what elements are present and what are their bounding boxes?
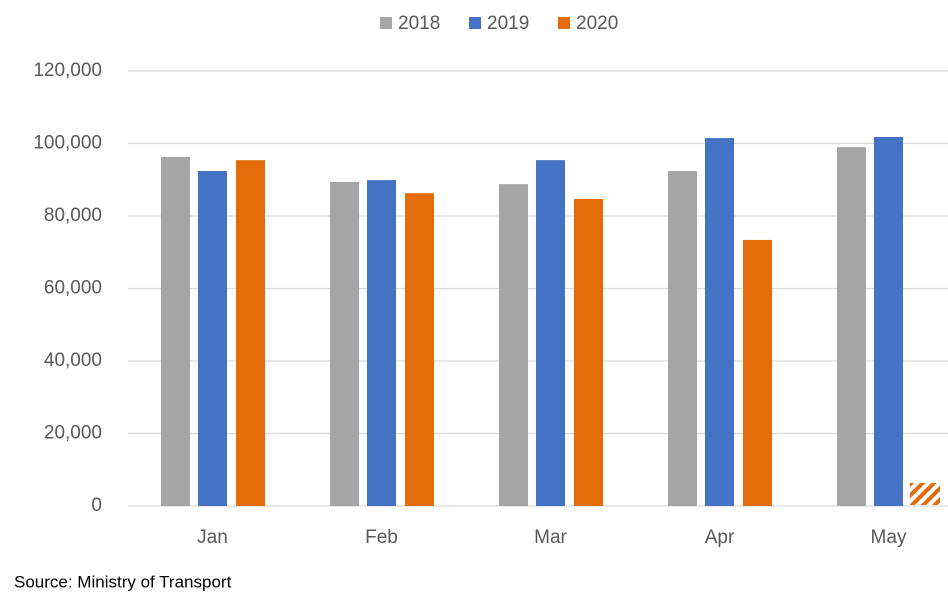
y-tick-label: 60,000 (44, 278, 102, 299)
bar (499, 184, 528, 506)
bar (668, 171, 697, 507)
legend-swatch (380, 17, 392, 29)
bar (405, 193, 434, 506)
y-tick-label: 40,000 (44, 350, 102, 371)
x-tick-label: Apr (705, 527, 735, 548)
bar (536, 160, 565, 507)
legend-label: 2018 (398, 13, 440, 34)
x-tick-label: Mar (534, 527, 567, 548)
bar (330, 181, 359, 507)
source-note: Source: Ministry of Transport (14, 572, 232, 591)
y-tick-label: 0 (91, 495, 102, 516)
bar (367, 180, 396, 507)
x-tick-label: Jan (197, 527, 228, 548)
bar (574, 198, 603, 506)
bar (161, 156, 190, 506)
bar (705, 138, 734, 506)
x-tick-label: May (871, 527, 907, 548)
bar (743, 239, 772, 507)
hatch-placeholder (910, 483, 940, 505)
bar (198, 171, 227, 507)
bar (837, 147, 866, 506)
legend-label: 2020 (576, 13, 618, 34)
x-tick-label: Feb (365, 527, 398, 548)
legend-swatch (558, 17, 570, 29)
y-tick-label: 120,000 (33, 60, 102, 81)
y-tick-label: 80,000 (44, 205, 102, 226)
legend-label: 2019 (487, 13, 529, 34)
y-tick-label: 100,000 (33, 133, 102, 154)
y-tick-label: 20,000 (44, 423, 102, 444)
bar (874, 136, 903, 506)
legend-swatch (469, 17, 481, 29)
bar (236, 160, 265, 507)
